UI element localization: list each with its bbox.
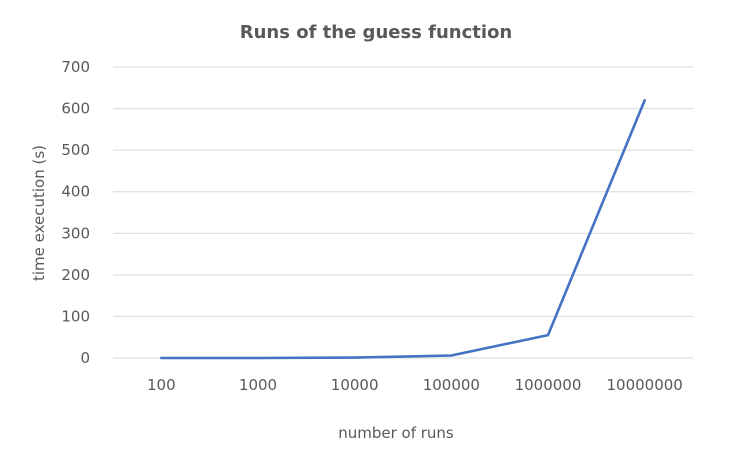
y-tick-label: 200 xyxy=(61,266,90,284)
y-axis-label: time execution (s) xyxy=(30,145,48,281)
data-point xyxy=(354,357,356,359)
y-tick-label: 400 xyxy=(61,183,90,201)
y-tick-label: 300 xyxy=(61,224,90,242)
series-layer xyxy=(160,99,647,360)
y-tick-label: 600 xyxy=(61,100,90,118)
x-tick-label: 100 xyxy=(147,376,176,394)
x-tick-label: 1000 xyxy=(239,376,277,394)
x-tick-label: 1000000 xyxy=(515,376,582,394)
y-tick-label: 0 xyxy=(80,349,90,367)
x-axis-label: number of runs xyxy=(338,424,454,442)
data-point xyxy=(644,99,646,101)
y-tick-label: 100 xyxy=(61,307,90,325)
data-point xyxy=(547,334,549,336)
series-line xyxy=(160,99,647,360)
data-point xyxy=(450,355,452,357)
x-tick-label: 100000 xyxy=(423,376,480,394)
y-tick-label: 700 xyxy=(61,58,90,76)
y-axis-ticks: 0 100 200 300 400 500 600 700 xyxy=(61,58,90,367)
gridlines xyxy=(113,66,693,359)
x-tick-label: 10000 xyxy=(331,376,379,394)
x-tick-label: 10000000 xyxy=(606,376,682,394)
data-point xyxy=(257,357,259,359)
chart-title: Runs of the guess function xyxy=(240,22,513,43)
x-axis-ticks: 100 1000 10000 100000 1000000 10000000 xyxy=(147,376,683,394)
y-tick-label: 500 xyxy=(61,141,90,159)
data-point xyxy=(160,357,162,359)
